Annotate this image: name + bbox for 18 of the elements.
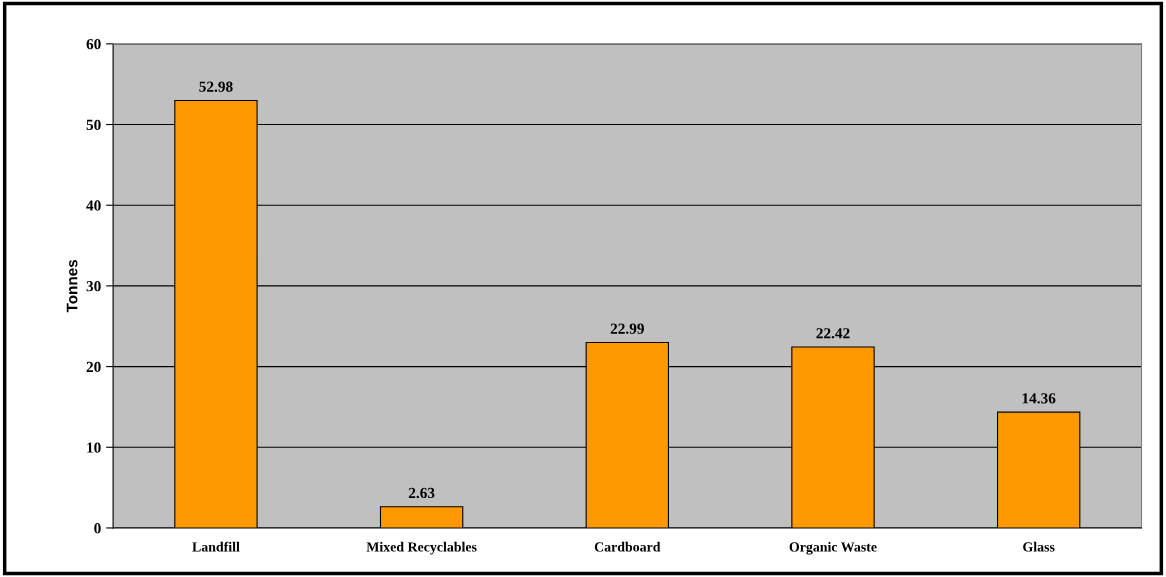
y-tick-label: 50 bbox=[86, 119, 101, 130]
data-label: 52.98 bbox=[199, 81, 233, 92]
data-label: 22.99 bbox=[610, 323, 644, 334]
x-tick-label: Organic Waste bbox=[789, 541, 877, 555]
y-tick-label: 60 bbox=[86, 38, 101, 50]
y-tick-label: 30 bbox=[86, 281, 101, 292]
data-label: 22.42 bbox=[816, 328, 850, 339]
y-tick-label: 40 bbox=[86, 200, 101, 211]
y-axis-title: Tonnes bbox=[66, 259, 78, 313]
data-label: 2.63 bbox=[408, 487, 435, 499]
y-tick-label: 0 bbox=[94, 523, 101, 534]
data-label: 14.36 bbox=[1022, 393, 1056, 404]
x-tick-label: Mixed Recyclables bbox=[366, 541, 477, 555]
y-tick-label: 20 bbox=[86, 361, 101, 373]
x-tick-label: Glass bbox=[1023, 541, 1055, 552]
x-tick-label: Cardboard bbox=[594, 541, 661, 552]
y-tick-label: 10 bbox=[87, 442, 101, 453]
x-tick-label: Landfill bbox=[192, 541, 240, 552]
